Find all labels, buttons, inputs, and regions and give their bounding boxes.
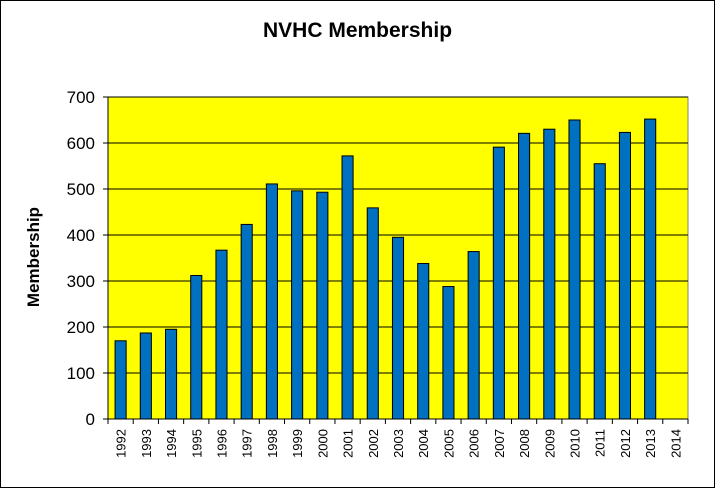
x-tick-label: 2013 xyxy=(643,429,658,458)
x-tick-label: 1998 xyxy=(265,429,280,458)
bar-2006 xyxy=(467,251,480,420)
bar-1999 xyxy=(291,190,304,420)
y-tick-label: 500 xyxy=(67,180,95,199)
x-tick-label: 2000 xyxy=(315,429,330,458)
bar-2005 xyxy=(442,286,455,420)
x-tick-label: 2007 xyxy=(492,429,507,458)
x-tick-label: 2011 xyxy=(593,429,608,457)
bar-1996 xyxy=(215,249,228,420)
bar-2010 xyxy=(568,119,581,420)
x-tick-label: 2003 xyxy=(391,429,406,458)
y-tick-label: 200 xyxy=(67,318,95,337)
x-tick-label: 2001 xyxy=(341,429,356,458)
x-tick-label: 2002 xyxy=(366,429,381,458)
x-tick-label: 1993 xyxy=(139,429,154,458)
x-tick-label: 1999 xyxy=(290,429,305,458)
x-tick-label: 2004 xyxy=(416,429,431,458)
bar-2009 xyxy=(543,128,556,420)
y-tick-labels: 0 100 200 300 400 500 600 700 xyxy=(67,88,95,429)
bar-1994 xyxy=(164,328,178,420)
y-tick-label: 600 xyxy=(67,134,95,153)
y-tick-label: 0 xyxy=(86,410,95,429)
bar-1997 xyxy=(240,223,253,420)
x-tick-label: 2014 xyxy=(668,429,683,458)
bar-2004 xyxy=(417,263,430,420)
y-tick-label: 100 xyxy=(67,364,95,383)
bar-2008 xyxy=(518,132,531,420)
bar-2012 xyxy=(618,131,632,420)
x-tick-label: 2006 xyxy=(467,429,482,458)
x-tick-labels: 1992 1993 1994 1995 1996 1997 1998 1999 2000 2001… xyxy=(114,429,684,458)
x-tick-label: 2009 xyxy=(542,429,557,458)
x-tick-label: 1994 xyxy=(164,429,179,458)
bar-2003 xyxy=(391,236,405,420)
bar-2007 xyxy=(492,146,505,420)
y-tick-label: 700 xyxy=(67,88,95,107)
bar-1993 xyxy=(139,332,152,420)
bar-1992 xyxy=(114,340,127,420)
bar-2002 xyxy=(366,207,379,420)
x-tick-label: 2010 xyxy=(568,429,583,458)
bar-2013 xyxy=(644,118,657,420)
bar-2011 xyxy=(593,163,606,420)
x-tick-label: 1996 xyxy=(214,429,229,458)
x-tick-label: 2005 xyxy=(441,429,456,458)
y-tick-label: 400 xyxy=(67,226,95,245)
x-tick-label: 1997 xyxy=(240,429,255,458)
x-tick-label: 1995 xyxy=(189,429,204,458)
axes xyxy=(103,96,689,424)
x-tick-label: 1992 xyxy=(114,429,129,458)
y-tick-label: 300 xyxy=(67,272,95,291)
x-tick-label: 2008 xyxy=(517,429,532,458)
bar-2001 xyxy=(341,155,354,420)
bar-1998 xyxy=(265,183,278,420)
x-tick-label: 2012 xyxy=(618,429,633,458)
bar-1995 xyxy=(190,274,203,420)
bar-2000 xyxy=(316,191,329,420)
chart-title: NVHC Membership xyxy=(262,19,453,42)
